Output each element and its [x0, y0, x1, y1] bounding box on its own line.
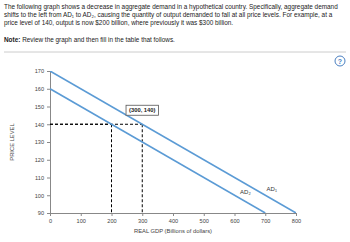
tick-mark	[235, 213, 236, 216]
tick-mark	[47, 71, 50, 72]
tick-mark	[47, 89, 50, 90]
series-label: AD₂	[240, 189, 251, 195]
tick-label: 150	[35, 104, 44, 110]
tick: 120	[35, 157, 50, 163]
tick-mark	[265, 213, 266, 216]
tick-label: 0	[49, 218, 52, 224]
help-icon-text[interactable]: ?	[338, 58, 342, 65]
tick-label: 130	[35, 139, 44, 145]
tick-mark	[47, 178, 50, 179]
note-body: Review the graph and then fill in the ta…	[22, 36, 175, 43]
tick-mark	[173, 213, 174, 216]
series-label: AD₁	[267, 186, 277, 192]
tick-mark	[47, 195, 50, 196]
intro-text: The following graph shows a decrease in …	[4, 3, 342, 28]
tick-mark	[142, 213, 143, 216]
y-axis: 90 100 110 120 130 140 150 160 170	[35, 68, 51, 216]
tick-label: 110	[35, 175, 44, 181]
tick-mark	[81, 213, 82, 216]
tick-mark	[296, 213, 297, 216]
y-axis-title: PRICE LEVEL	[9, 123, 15, 161]
reference-line-h	[50, 124, 142, 125]
tick-label: 600	[230, 218, 239, 224]
tick: 90	[38, 210, 50, 216]
tick: 200	[107, 213, 116, 224]
reference-line-v	[111, 124, 112, 213]
tick-label: 100	[77, 218, 86, 224]
tick-mark	[47, 142, 50, 143]
tick-mark	[112, 213, 113, 216]
tick: 150	[35, 104, 50, 110]
tick-label: 90	[38, 210, 44, 216]
tick: 100	[35, 193, 50, 199]
tick: 160	[35, 86, 50, 92]
tick-mark	[47, 160, 50, 161]
separator	[4, 52, 346, 53]
x-axis: 0 100 200 300 400 500 600 700 800	[49, 213, 301, 224]
note-text: Note: Review the graph and then fill in …	[4, 36, 342, 44]
reference-line-h	[50, 124, 112, 125]
tick: 170	[35, 68, 50, 74]
tick: 130	[35, 139, 50, 145]
tick-label: 170	[35, 68, 44, 74]
ad-line	[50, 89, 265, 213]
tick: 800	[292, 213, 301, 224]
tick: 300	[138, 213, 147, 224]
ad-line	[50, 71, 296, 213]
tick-label: 700	[261, 218, 270, 224]
tick-mark	[204, 213, 205, 216]
annotation: (300, 140)	[126, 105, 158, 115]
tick: 500	[200, 213, 209, 224]
tick-mark	[47, 213, 50, 214]
tick-mark	[47, 124, 50, 125]
annotation-box	[126, 105, 158, 115]
tick-label: 100	[35, 193, 44, 199]
tick-label: 300	[138, 218, 147, 224]
tick: 110	[35, 175, 50, 181]
tick-label: 200	[107, 218, 116, 224]
tick: 600	[230, 213, 239, 224]
chart: ? 0 100 200 300 400 500 600 700 800 90 100 110 120 130…	[0, 0, 350, 242]
tick: 400	[169, 213, 178, 224]
tick-label: 120	[35, 157, 44, 163]
note-label: Note:	[4, 36, 20, 43]
tick-label: 160	[35, 86, 44, 92]
tick-label: 800	[292, 218, 301, 224]
tick: 100	[77, 213, 86, 224]
tick-mark	[47, 107, 50, 108]
plot-area	[50, 71, 296, 213]
tick-label: 400	[169, 218, 178, 224]
annotation-label: (300, 140)	[129, 107, 155, 113]
reference-line-v	[142, 124, 143, 213]
tick: 700	[261, 213, 270, 224]
help-icon[interactable]	[335, 56, 345, 66]
axis-line	[50, 72, 51, 214]
tick: 0	[49, 213, 52, 224]
x-axis-title: REAL GDP (Billions of dollars)	[134, 228, 212, 234]
tick: 140	[35, 122, 50, 128]
tick-label: 500	[200, 218, 209, 224]
tick-label: 140	[35, 122, 44, 128]
